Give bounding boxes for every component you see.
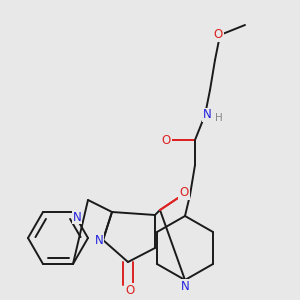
Text: O: O — [179, 187, 189, 200]
Text: N: N — [202, 109, 211, 122]
Text: N: N — [181, 280, 189, 292]
Text: H: H — [215, 113, 223, 123]
Text: N: N — [94, 233, 103, 247]
Text: N: N — [73, 211, 81, 224]
Text: O: O — [125, 284, 135, 296]
Text: O: O — [213, 28, 223, 41]
Text: O: O — [161, 134, 171, 146]
